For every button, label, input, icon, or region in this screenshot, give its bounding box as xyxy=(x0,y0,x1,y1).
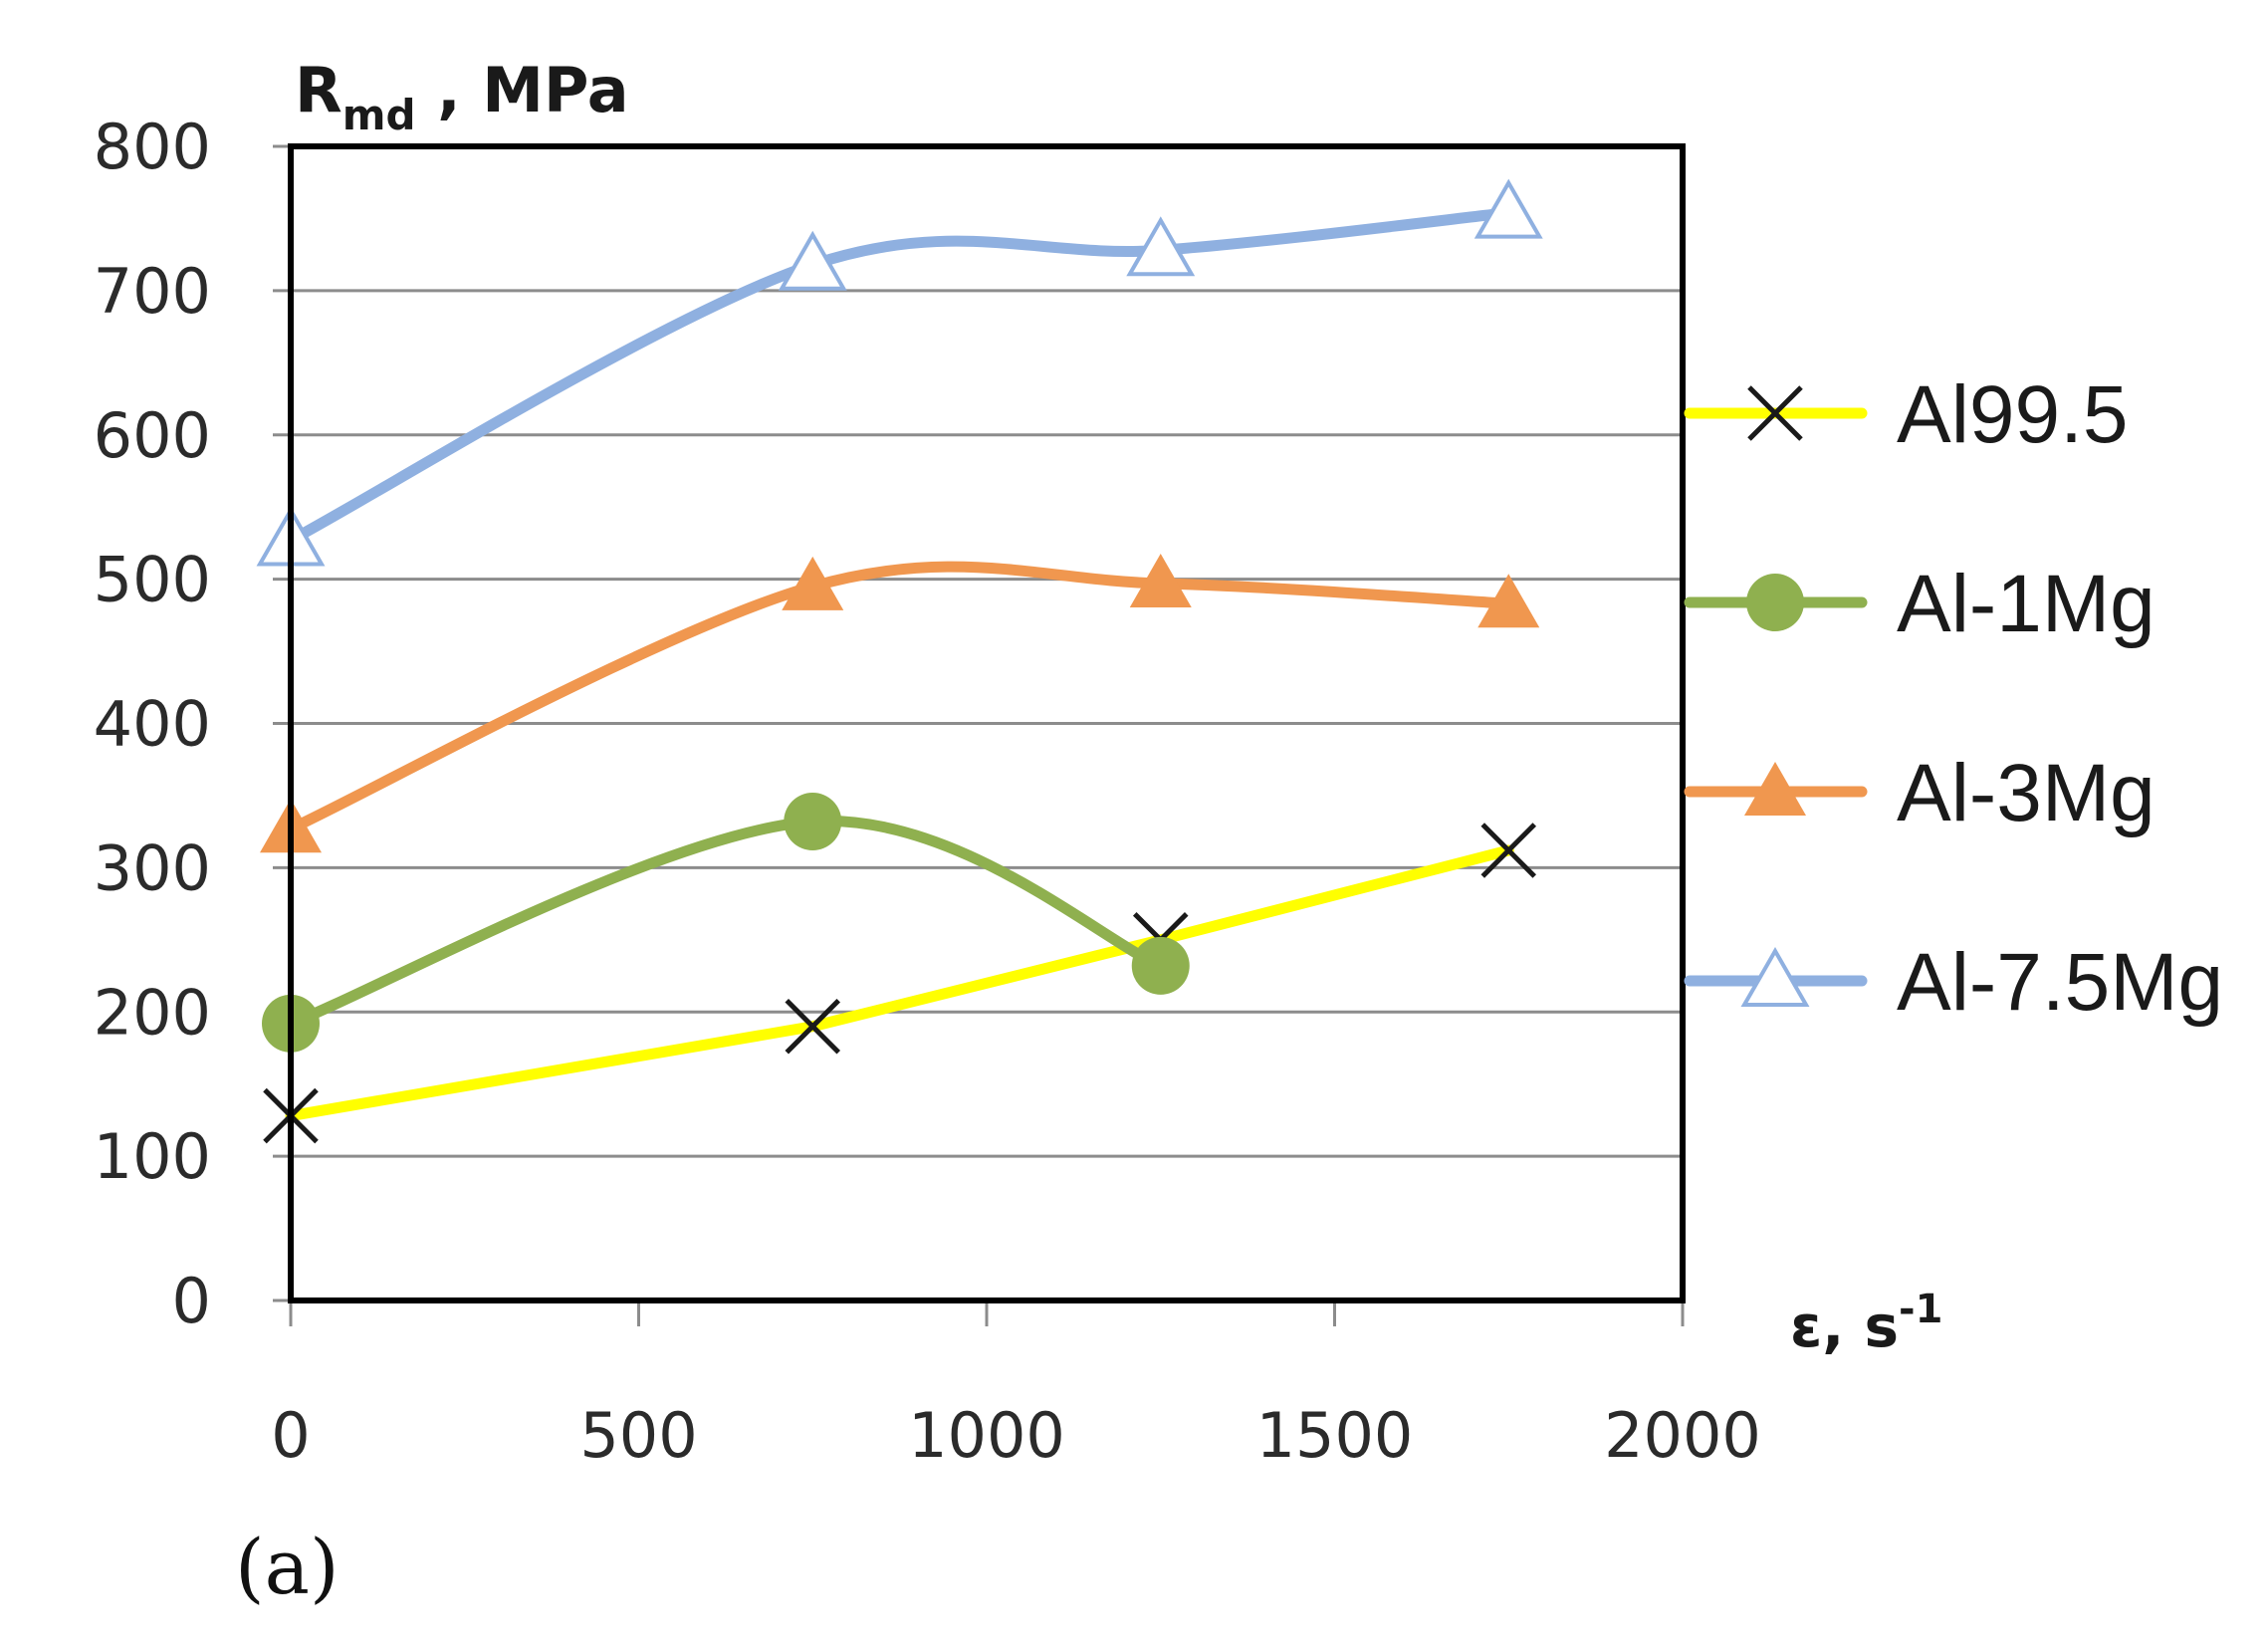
x-tick-label: 1000 xyxy=(908,1399,1065,1472)
legend-item-al99-5: Al99.5 xyxy=(1684,369,2129,460)
series-line-al-3mg xyxy=(285,561,1514,834)
legend-label: Al-7.5Mg xyxy=(1897,937,2223,1028)
series-line-al-1mg xyxy=(285,816,1167,1030)
y-tick-label: 100 xyxy=(94,1120,211,1193)
data-point-al-1mg xyxy=(1131,936,1190,995)
x-axis-title-main: ε, s xyxy=(1790,1293,1899,1360)
y-axis-title-rest: , MPa xyxy=(416,54,629,126)
x-axis-ticks: 0 500 1000 1500 2000 xyxy=(271,1300,1761,1472)
series-line-al99-5 xyxy=(285,844,1514,1122)
data-point-al-3mg xyxy=(1129,553,1192,607)
x-axis-title-sup: -1 xyxy=(1899,1287,1942,1332)
y-axis-title-main: R xyxy=(295,54,342,126)
data-point-al-3mg xyxy=(1477,574,1540,628)
y-axis-title: Rmd , MPa xyxy=(295,54,629,139)
y-tick-label: 300 xyxy=(94,831,211,904)
data-point-al99-5 xyxy=(785,998,841,1055)
y-tick-label: 500 xyxy=(94,544,211,616)
legend-label: Al99.5 xyxy=(1897,369,2129,460)
legend-label: Al-3Mg xyxy=(1897,748,2155,838)
legend-marker xyxy=(1740,946,1810,1007)
marker-stroke xyxy=(1480,823,1537,878)
series-markers xyxy=(256,178,1543,1144)
legend-item-al-3mg: Al-3Mg xyxy=(1684,748,2155,838)
y-axis-title-sub: md xyxy=(342,91,416,139)
legend: Al99.5 Al-1Mg Al-3Mg Al-7.5Mg xyxy=(1684,369,2223,1028)
data-point-al-3mg xyxy=(782,556,844,610)
legend-item-al-1mg: Al-1Mg xyxy=(1684,559,2155,649)
series-line-al-7-5mg xyxy=(285,207,1514,547)
y-axis-ticks: 0 100 200 300 400 500 600 700 800 xyxy=(94,111,291,1337)
legend-label: Al-1Mg xyxy=(1897,559,2155,649)
x-tick-label: 0 xyxy=(271,1399,310,1472)
series-lines xyxy=(285,207,1514,1122)
x-tick-label: 2000 xyxy=(1604,1399,1761,1472)
data-point-al-7-5mg xyxy=(1474,178,1543,239)
panel-label: (a) xyxy=(235,1523,340,1611)
marker-stroke xyxy=(785,998,841,1055)
data-point-al99-5 xyxy=(1480,823,1537,878)
y-tick-label: 200 xyxy=(94,976,211,1049)
data-point-al-1mg xyxy=(784,793,842,851)
y-tick-label: 700 xyxy=(94,255,211,328)
data-point-al-7-5mg xyxy=(1126,216,1196,277)
legend-marker xyxy=(1747,385,1803,441)
x-axis-title: ε, s-1 xyxy=(1790,1287,1942,1360)
legend-marker xyxy=(1746,574,1804,631)
y-tick-label: 400 xyxy=(94,688,211,761)
data-point-al-7-5mg xyxy=(778,230,847,291)
x-tick-label: 1500 xyxy=(1256,1399,1414,1472)
legend-item-al-7-5mg: Al-7.5Mg xyxy=(1684,937,2223,1028)
y-tick-label: 800 xyxy=(94,111,211,183)
y-tick-label: 600 xyxy=(94,399,211,472)
marker-stroke xyxy=(1747,385,1803,441)
x-tick-label: 500 xyxy=(579,1399,697,1472)
legend-marker xyxy=(1744,762,1806,816)
y-tick-label: 0 xyxy=(172,1265,211,1337)
plot-frame xyxy=(288,143,1686,1303)
